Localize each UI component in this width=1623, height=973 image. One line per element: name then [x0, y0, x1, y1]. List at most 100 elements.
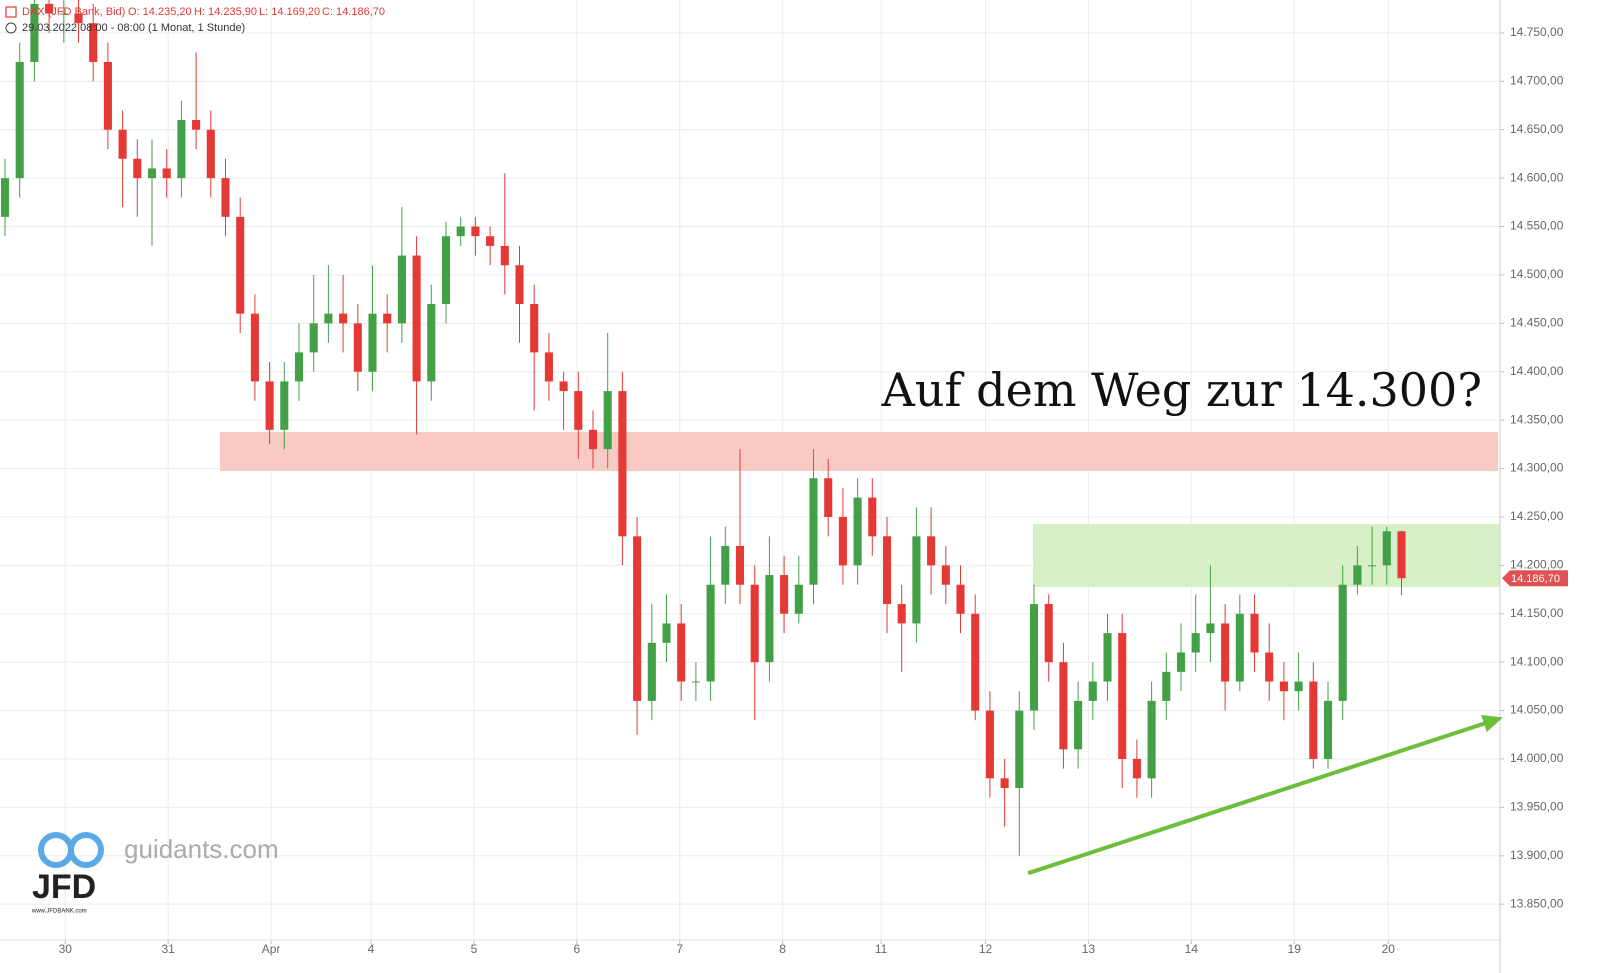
candle-body	[133, 158, 142, 179]
candle-body	[824, 478, 833, 517]
grid	[0, 0, 1504, 944]
candle-body	[309, 323, 318, 353]
candle-body	[0, 178, 10, 217]
x-tick-label: 12	[979, 942, 993, 956]
candle-body	[147, 168, 157, 179]
candle-body	[1074, 700, 1083, 750]
candle-body	[236, 216, 245, 314]
candle-body	[750, 584, 759, 663]
logo-ring	[68, 832, 104, 868]
candle-body	[882, 536, 892, 605]
candle-body	[486, 236, 495, 246]
candle-body	[1265, 652, 1274, 682]
price-zone	[1033, 524, 1500, 588]
candle-body	[721, 545, 730, 585]
x-tick-label: 11	[875, 942, 888, 956]
candle-body	[339, 313, 348, 324]
y-tick-label: 14.550,00	[1510, 219, 1564, 233]
y-tick-label: 14.700,00	[1510, 73, 1564, 87]
x-tick-label: 6	[573, 942, 580, 956]
y-tick-label: 14.450,00	[1510, 316, 1564, 330]
header: DAX (JFD Bank, Bid) O: 14.235,20 H: 14.2…	[5, 6, 385, 34]
candle-body	[1103, 633, 1112, 682]
logo-ring	[38, 832, 74, 868]
candle-body	[765, 575, 774, 663]
candle-body	[544, 352, 553, 382]
y-tick-label: 14.150,00	[1510, 606, 1564, 620]
candle-body	[838, 516, 847, 566]
watermark-url: www.JFDBANK.com	[31, 909, 87, 915]
candle-body	[1029, 604, 1039, 711]
candle-body	[1059, 662, 1068, 750]
candle-body	[45, 3, 54, 14]
candle-body	[1338, 584, 1347, 701]
x-tick-label: 14	[1185, 942, 1199, 956]
x-tick-label: 4	[368, 942, 375, 956]
candle-body	[206, 129, 215, 179]
candle-body	[441, 236, 451, 304]
candle-body	[1235, 613, 1244, 682]
header-high: H: 14.235,90	[194, 6, 257, 18]
candle-body	[192, 120, 201, 130]
candle-body	[1279, 681, 1288, 692]
candle-body	[985, 710, 994, 779]
price-tag-label: 14.186,70	[1511, 573, 1560, 585]
y-tick-label: 14.000,00	[1510, 751, 1564, 765]
candle-body	[1294, 681, 1303, 692]
x-tick-label: 20	[1382, 942, 1396, 956]
y-tick-label: 14.050,00	[1510, 703, 1564, 717]
candle-body	[500, 245, 509, 266]
candle-body	[397, 255, 406, 324]
candle-body	[853, 497, 862, 566]
candle-body	[927, 536, 936, 566]
candle-body	[1309, 681, 1318, 759]
candle-body	[677, 623, 686, 682]
candle-body	[221, 178, 230, 217]
header-interval: (1 Monat, 1 Stunde)	[148, 22, 245, 34]
overlay: 14.186,70	[1027, 570, 1568, 876]
candle-body	[1088, 681, 1097, 701]
header-low: L: 14.169,20	[259, 6, 320, 18]
header-period: 29.03.2022 08:00 - 08:00	[22, 22, 145, 34]
watermark: guidants.com JFD www.JFDBANK.com	[31, 832, 279, 915]
candle-body	[633, 536, 642, 701]
candle-body	[456, 226, 465, 237]
watermark-site: guidants.com	[124, 834, 279, 864]
candle-body	[368, 313, 377, 372]
candle-body	[618, 391, 627, 537]
x-tick-label: 5	[471, 942, 478, 956]
y-tick-label: 13.900,00	[1510, 848, 1564, 862]
trend-line	[1027, 719, 1492, 876]
candle-body	[515, 265, 524, 304]
candle-body	[780, 575, 789, 614]
x-tick-label: 30	[59, 942, 73, 956]
candle-body	[559, 381, 568, 392]
candle-body	[265, 381, 274, 430]
candle-body	[412, 255, 421, 382]
candle-body	[89, 23, 98, 62]
x-tick-label: Apr	[262, 942, 281, 956]
candle-body	[912, 536, 921, 624]
candle-body	[794, 584, 803, 614]
candle-body	[427, 303, 436, 382]
candle-body	[1323, 700, 1333, 759]
x-tick-label: 19	[1288, 942, 1302, 956]
candle-body	[941, 565, 950, 585]
y-tick-label: 14.200,00	[1510, 558, 1564, 572]
candle-body	[1353, 565, 1362, 585]
candle-body	[103, 61, 112, 130]
candle-body	[809, 478, 818, 585]
candle-body	[294, 352, 304, 382]
candle-body	[735, 545, 745, 585]
candle-body	[897, 604, 906, 624]
header-close: C: 14.186,70	[322, 6, 385, 18]
candle-body	[162, 168, 171, 179]
candle-body	[647, 642, 656, 701]
candle-body	[280, 381, 289, 430]
y-tick-label: 14.500,00	[1510, 267, 1564, 281]
zones	[220, 432, 1500, 588]
x-tick-label: 8	[779, 942, 786, 956]
candle-body	[662, 623, 671, 643]
candle-body	[324, 313, 333, 324]
clock-icon	[5, 22, 17, 34]
